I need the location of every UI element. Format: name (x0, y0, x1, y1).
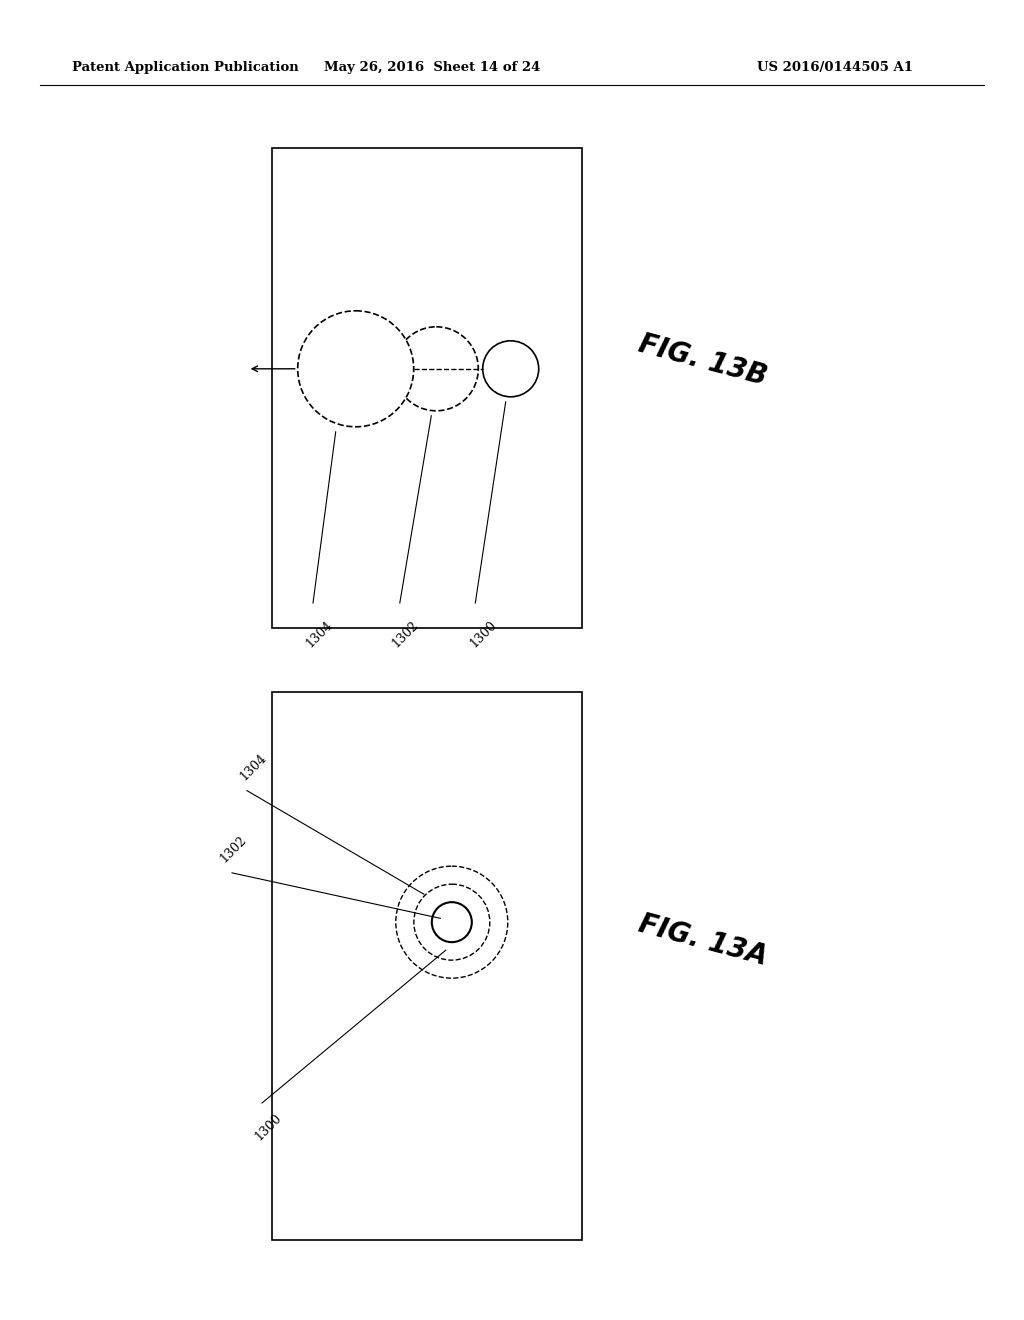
Text: 1302: 1302 (217, 833, 249, 865)
Text: 1304: 1304 (303, 618, 335, 649)
Text: 1304: 1304 (237, 751, 269, 783)
Text: FIG. 13A: FIG. 13A (635, 909, 770, 970)
Text: Patent Application Publication: Patent Application Publication (72, 62, 299, 74)
Text: 1300: 1300 (252, 1111, 284, 1143)
Circle shape (482, 341, 539, 397)
Text: May 26, 2016  Sheet 14 of 24: May 26, 2016 Sheet 14 of 24 (324, 62, 541, 74)
Circle shape (432, 902, 472, 942)
Circle shape (298, 310, 414, 426)
Text: 1300: 1300 (467, 618, 499, 649)
Text: US 2016/0144505 A1: US 2016/0144505 A1 (757, 62, 913, 74)
Bar (272, 692, 582, 1239)
Text: 1302: 1302 (390, 618, 422, 649)
Bar (272, 148, 582, 628)
Circle shape (394, 327, 478, 411)
Text: FIG. 13B: FIG. 13B (635, 330, 770, 391)
